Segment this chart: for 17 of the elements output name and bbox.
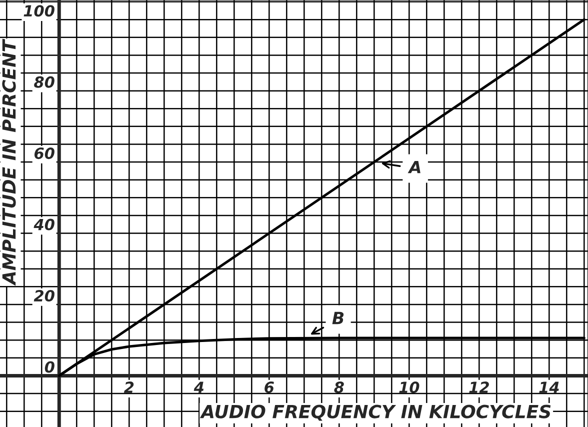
y-tick-label: 20	[34, 290, 54, 302]
x-tick-label: 10	[399, 382, 420, 394]
x-tick-label: 12	[469, 382, 489, 393]
y-tick-label: 60	[34, 148, 54, 160]
annotation: B	[332, 312, 344, 324]
x-axis-title: AUDIO FREQUENCY IN KILOCYCLES	[200, 404, 551, 421]
y-tick-label: 100	[24, 5, 54, 17]
x-tick-label: 14	[539, 382, 559, 393]
y-tick-label: 0	[44, 361, 54, 373]
y-axis-title: AMPLITUDE IN PERCENT	[2, 38, 16, 286]
x-tick-label: 6	[264, 382, 274, 394]
y-tick-label: 40	[34, 218, 54, 230]
y-tick-label: 80	[34, 76, 54, 88]
x-tick-label: 2	[124, 382, 134, 393]
x-tick-label: 4	[194, 382, 204, 393]
x-tick-label: 8	[334, 382, 344, 394]
annotation: A	[408, 161, 420, 174]
